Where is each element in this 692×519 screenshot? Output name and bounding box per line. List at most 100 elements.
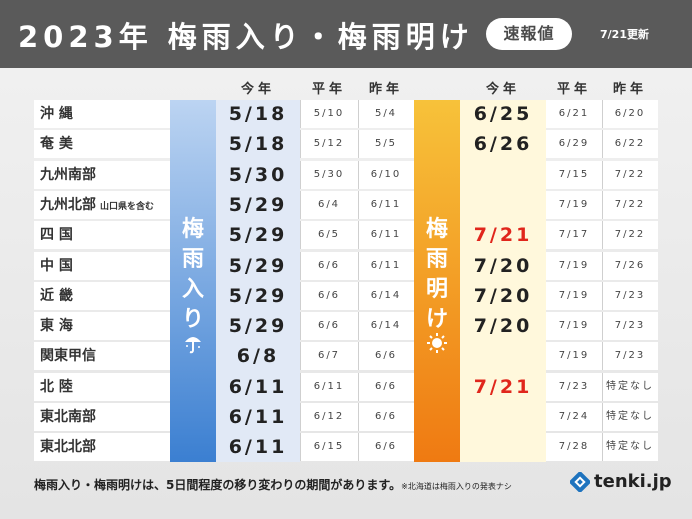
iri-today-date: 5/18 <box>228 103 288 125</box>
iri-last-date: 6/14 <box>370 320 402 331</box>
ake-today-column-bg <box>460 100 546 462</box>
tenki-logo[interactable]: tenki.jp <box>570 471 672 493</box>
column-divider <box>602 252 603 280</box>
ake-last-date: 6/22 <box>614 138 646 149</box>
column-divider <box>300 252 301 280</box>
tsuyu-iri-label: 梅 雨 入 り <box>181 217 204 332</box>
ake-normal-date: 7/24 <box>558 411 590 422</box>
column-divider <box>602 130 603 158</box>
region-label: 奄 美 <box>40 136 73 152</box>
region-name: 四 国 <box>40 221 73 249</box>
table-row: 東北北部 6/15 6/6 7/28 特定なし <box>34 433 658 461</box>
column-divider <box>300 403 301 431</box>
region-label: 中 国 <box>40 258 73 274</box>
column-divider <box>358 221 359 249</box>
column-divider <box>602 373 603 401</box>
iri-last-date: 6/14 <box>370 290 402 301</box>
ake-today-date: 7/21 <box>473 224 533 246</box>
col-header-iri-today: 今年 <box>240 82 275 97</box>
table-row: 中 国 6/6 6/11 7/19 7/26 <box>34 252 658 280</box>
ake-last-date: 7/23 <box>614 290 646 301</box>
footer-text: 梅雨入り・梅雨明けは、5日間程度の移り変わりの期間があります。 <box>34 478 402 492</box>
table-row: 四 国 6/5 6/11 7/17 7/22 <box>34 221 658 249</box>
table-row: 近 畿 6/6 6/14 7/19 7/23 <box>34 282 658 310</box>
table-row: 沖 縄 5/10 5/4 6/21 6/20 <box>34 100 658 128</box>
column-divider <box>358 282 359 310</box>
iri-last-date: 6/11 <box>370 199 402 210</box>
iri-last-date: 6/10 <box>370 169 402 180</box>
tsuyu-iri-band: 梅 雨 入 り <box>170 100 216 462</box>
iri-today-column-bg <box>216 100 300 462</box>
iri-today-date: 6/8 <box>236 345 280 367</box>
ake-today-date: 7/20 <box>473 255 533 277</box>
column-divider <box>358 373 359 401</box>
table-row: 北 陸 6/11 6/6 7/23 特定なし <box>34 373 658 401</box>
column-divider <box>358 161 359 189</box>
ake-normal-date: 7/19 <box>558 260 590 271</box>
ake-normal-date: 6/21 <box>558 108 590 119</box>
region-label: 北 陸 <box>40 379 73 395</box>
column-divider <box>300 100 301 128</box>
column-divider <box>602 312 603 340</box>
column-divider <box>300 191 301 219</box>
region-label: 東北南部 <box>40 409 96 425</box>
ake-today-date <box>460 403 546 431</box>
region-name: 東 海 <box>40 312 73 340</box>
region-label: 沖 縄 <box>40 106 73 122</box>
column-divider <box>358 312 359 340</box>
column-divider <box>300 130 301 158</box>
column-divider <box>300 312 301 340</box>
ake-normal-date: 7/23 <box>558 381 590 392</box>
ake-normal-date: 7/19 <box>558 290 590 301</box>
region-name: 沖 縄 <box>40 100 73 128</box>
region-name: 北 陸 <box>40 373 73 401</box>
tenki-logo-text: tenki.jp <box>594 471 672 492</box>
iri-normal-date: 6/6 <box>317 290 341 301</box>
iri-last-date: 6/6 <box>374 411 398 422</box>
region-name: 関東甲信 <box>40 342 96 370</box>
iri-normal-date: 6/15 <box>313 441 345 452</box>
iri-today-date: 6/11 <box>228 406 288 428</box>
table-row: 関東甲信 6/7 6/6 7/19 7/23 <box>34 342 658 370</box>
header: 2023年 梅雨入り・梅雨明け 速報値 7/21更新 <box>0 0 692 68</box>
iri-last-date: 6/11 <box>370 229 402 240</box>
ake-last-date: 7/23 <box>614 350 646 361</box>
iri-normal-date: 6/11 <box>313 381 345 392</box>
ake-today-date: 6/25 <box>473 103 533 125</box>
iri-normal-date: 5/12 <box>313 138 345 149</box>
iri-today-date: 5/29 <box>228 315 288 337</box>
table-row: 九州北部 山口県を含む 6/4 6/11 7/19 7/22 <box>34 191 658 219</box>
column-divider <box>358 252 359 280</box>
iri-today-date: 5/29 <box>228 255 288 277</box>
iri-normal-date: 6/6 <box>317 260 341 271</box>
ake-today-date <box>460 342 546 370</box>
column-divider <box>602 191 603 219</box>
iri-normal-date: 5/10 <box>313 108 345 119</box>
region-name: 東北南部 <box>40 403 96 431</box>
column-divider <box>602 403 603 431</box>
column-divider <box>602 433 603 461</box>
iri-today-date: 5/30 <box>228 164 288 186</box>
region-label: 関東甲信 <box>40 348 96 364</box>
umbrella-icon <box>185 337 201 354</box>
footer-note: 梅雨入り・梅雨明けは、5日間程度の移り変わりの期間があります。※北海道は梅雨入り… <box>34 476 512 493</box>
tenki-logo-icon <box>570 471 590 492</box>
ake-last-date: 7/22 <box>614 229 646 240</box>
ake-last-date: 特定なし <box>606 411 654 422</box>
ake-today-date: 7/20 <box>473 315 533 337</box>
ake-last-date: 特定なし <box>606 381 654 392</box>
footer-subnote: ※北海道は梅雨入りの発表ナシ <box>401 482 512 491</box>
col-header-iri-normal: 平年 <box>311 82 346 97</box>
column-divider <box>602 282 603 310</box>
sun-icon <box>427 333 447 353</box>
region-name: 九州南部 <box>40 161 96 189</box>
column-divider <box>602 342 603 370</box>
region-label: 九州北部 <box>40 197 96 213</box>
region-label: 近 畿 <box>40 288 73 304</box>
ake-today-date: 7/21 <box>473 376 533 398</box>
region-label: 東 海 <box>40 318 73 334</box>
iri-last-date: 6/11 <box>370 260 402 271</box>
col-header-ake-last: 昨年 <box>612 82 647 97</box>
ake-last-date: 特定なし <box>606 441 654 452</box>
iri-today-date: 5/29 <box>228 285 288 307</box>
